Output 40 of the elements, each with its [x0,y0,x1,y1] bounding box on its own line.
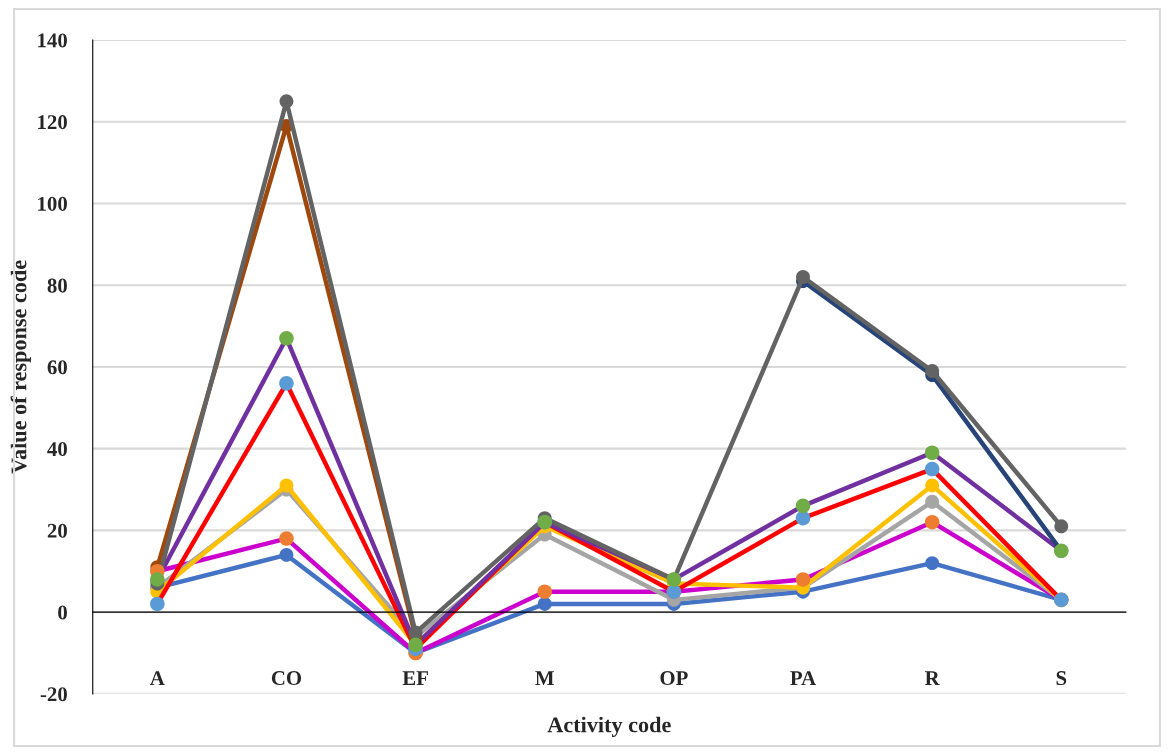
x-axis-title: Activity code [547,716,671,737]
point [795,498,811,514]
y-tick-label: 60 [47,360,67,375]
point [925,478,940,493]
point [925,494,940,509]
point [279,478,294,493]
point [925,364,940,378]
y-tick-label: 0 [58,605,67,620]
x-tick-label: S [1056,671,1067,686]
point [537,584,553,599]
point [279,375,294,391]
x-tick-label: R [924,671,940,685]
point [924,445,940,461]
point [150,572,165,587]
point [279,531,294,546]
point [279,547,294,562]
x-tick-label: CO [271,671,302,686]
point [795,572,811,587]
y-tick-label: 20 [47,523,67,538]
y-tick-label: 80 [47,278,67,293]
y-tick-label: 120 [38,115,67,130]
point [537,597,552,611]
x-tick-label: EF [402,671,428,685]
x-tick-label: A [150,671,165,685]
point [796,270,810,284]
y-tick-label: 140 [38,33,67,48]
point [924,461,940,477]
x-tick-label: PA [790,671,816,685]
y-tick-label: -20 [40,687,67,702]
point [279,331,294,346]
point [1054,519,1069,534]
y-tick-label: 100 [38,196,67,211]
y-tick-label: 40 [47,442,67,457]
x-tick-label: M [535,671,554,685]
point [150,596,165,612]
point [924,514,940,530]
y-axis-title: Value of response code [10,260,31,474]
point [279,94,294,109]
x-tick-label: OP [660,671,688,686]
point [925,556,940,571]
